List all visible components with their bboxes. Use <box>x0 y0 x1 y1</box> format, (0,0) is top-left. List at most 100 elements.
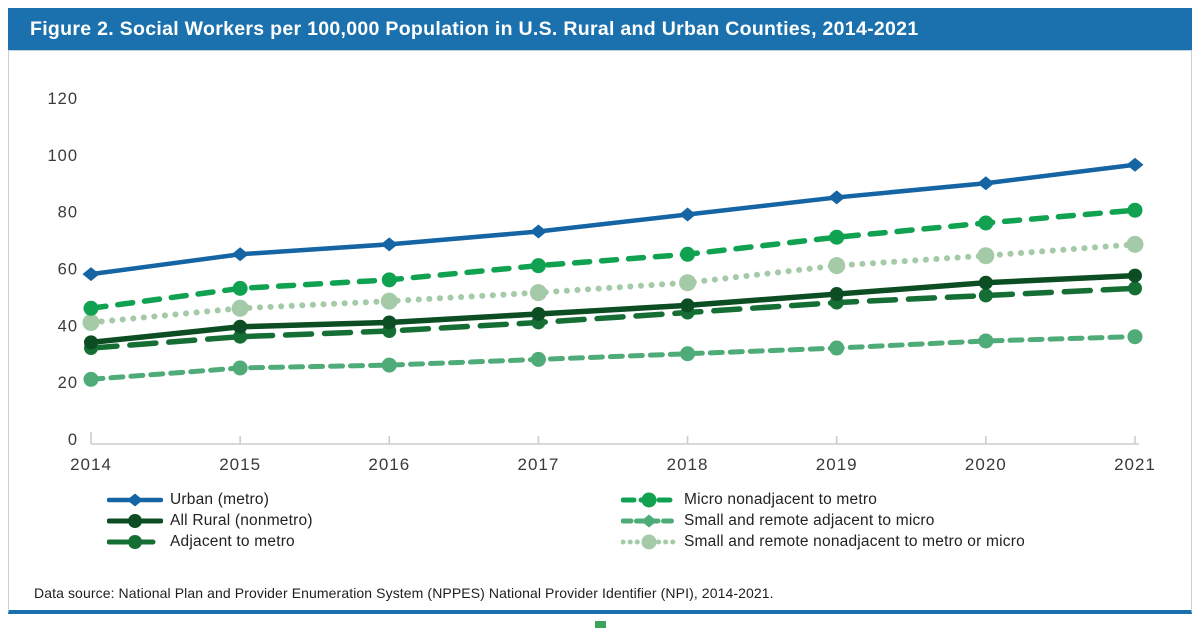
data-point-marker <box>232 280 248 296</box>
data-point-marker <box>1127 268 1142 283</box>
data-point-marker <box>381 357 397 373</box>
data-point-marker <box>381 272 397 288</box>
chart-panel: 0 20 40 60 80 100 120 2014 2015 2016 2017 2018 2019 2… <box>8 50 1192 614</box>
legend-swatch-marker <box>641 492 657 507</box>
data-point-marker <box>679 207 697 222</box>
y-axis-tick-label: 100 <box>47 147 78 165</box>
data-point-marker <box>977 247 995 265</box>
legend-item-small-and-remote-adjacent-to-micro: Small and remote adjacent to micro <box>621 510 1025 531</box>
series-line <box>88 334 1138 382</box>
data-point-marker <box>829 340 845 356</box>
x-axis-year-label: 2016 <box>368 455 410 474</box>
legend-item-urban-metro-: Urban (metro) <box>107 489 313 510</box>
data-point-marker <box>529 224 547 239</box>
data-point-marker <box>978 275 993 290</box>
data-point-marker <box>380 237 398 252</box>
data-point-marker <box>530 351 546 367</box>
data-point-marker <box>680 246 696 262</box>
data-point-marker <box>679 274 697 292</box>
y-axis-tick-label: 20 <box>58 374 78 392</box>
data-point-marker <box>233 329 248 344</box>
legend-label: Urban (metro) <box>170 490 270 508</box>
data-point-marker <box>828 257 846 275</box>
figure-title: Figure 2. Social Workers per 100,000 Pop… <box>30 18 919 40</box>
x-axis-year-label: 2014 <box>70 455 112 474</box>
data-point-marker <box>1127 329 1143 345</box>
y-axis-tick-label: 60 <box>58 260 78 278</box>
legend-label: All Rural (nonmetro) <box>170 511 313 529</box>
data-point-marker <box>1126 157 1144 172</box>
legend-item-all-rural-nonmetro-: All Rural (nonmetro) <box>107 510 313 531</box>
cropped-logo-mark <box>595 621 606 628</box>
series-small-and-remote-adjacent-to-micro <box>83 329 1143 387</box>
data-point-marker <box>83 371 99 387</box>
data-point-marker <box>680 346 696 362</box>
x-axis-year-label: 2020 <box>965 455 1007 474</box>
x-axis-year-label: 2019 <box>816 455 858 474</box>
y-axis-tick-label: 120 <box>47 90 78 108</box>
series-micro-nonadjacent-to-metro <box>83 202 1143 316</box>
data-point-marker <box>978 215 994 231</box>
legend-swatch <box>621 534 677 549</box>
data-point-marker <box>232 360 248 376</box>
data-point-marker <box>231 247 249 262</box>
legend-swatch <box>621 492 677 507</box>
data-source-note: Data source: National Plan and Provider … <box>34 585 774 601</box>
data-point-marker <box>380 292 398 310</box>
y-axis-tick-label: 0 <box>68 431 78 449</box>
data-point-marker <box>978 333 994 349</box>
legend-label: Adjacent to metro <box>170 532 295 550</box>
data-point-marker <box>977 176 995 191</box>
legend-label: Small and remote adjacent to micro <box>684 511 935 529</box>
data-point-marker <box>680 298 695 313</box>
data-point-marker <box>828 190 846 205</box>
data-point-marker <box>83 300 99 316</box>
legend-label: Micro nonadjacent to metro <box>684 490 878 508</box>
legend-swatch <box>107 534 163 549</box>
series-line <box>88 207 1138 312</box>
x-axis-year-label: 2015 <box>219 455 261 474</box>
legend-swatch-marker <box>641 514 657 527</box>
legend-item-adjacent-to-metro: Adjacent to metro <box>107 531 313 552</box>
data-point-marker <box>82 267 100 282</box>
legend-swatch <box>107 513 163 528</box>
series-small-and-remote-nonadjacent-to-metro-or-micro <box>82 235 1144 331</box>
data-point-marker <box>529 284 547 302</box>
series-all-rural-nonmetro- <box>84 268 1142 350</box>
data-point-marker <box>978 288 993 303</box>
data-point-marker <box>1126 235 1144 253</box>
data-point-marker <box>233 319 248 334</box>
legend-label: Small and remote nonadjacent to metro or… <box>684 532 1025 550</box>
data-point-marker <box>1127 281 1142 296</box>
y-axis-tick-label: 40 <box>58 317 78 335</box>
data-point-marker <box>231 299 249 317</box>
series-line <box>88 285 1138 351</box>
data-point-marker <box>531 306 546 321</box>
line-chart: 0 20 40 60 80 100 120 2014 2015 2016 2017 2018 2019 2… <box>47 90 1156 474</box>
data-point-marker <box>1127 202 1143 218</box>
chart-legend-left-column: Urban (metro) All Rural (nonmetro) Adjacen… <box>107 489 313 552</box>
x-axis-year-label: 2021 <box>1114 455 1156 474</box>
data-point-marker <box>382 315 397 330</box>
chart-legend-right-column: Micro nonadjacent to metro Small and remo… <box>621 489 1025 552</box>
series-line <box>88 272 1138 346</box>
legend-swatch <box>107 493 163 506</box>
x-axis-year-label: 2017 <box>518 455 560 474</box>
legend-item-small-and-remote-nonadjacent-to-metro-or-micro: Small and remote nonadjacent to metro or… <box>621 531 1025 552</box>
legend-swatch-marker <box>641 534 657 549</box>
legend-swatch-marker <box>128 513 142 528</box>
legend-swatch-marker <box>127 493 143 506</box>
legend-swatch <box>621 514 677 527</box>
series-urban-metro- <box>82 157 1144 282</box>
x-axis-year-label: 2018 <box>667 455 709 474</box>
data-point-marker <box>530 258 546 274</box>
data-point-marker <box>82 313 100 331</box>
series-line <box>88 162 1138 277</box>
legend-item-micro-nonadjacent-to-metro: Micro nonadjacent to metro <box>621 489 1025 510</box>
y-axis-tick-label: 80 <box>58 204 78 222</box>
legend-swatch-marker <box>128 534 142 549</box>
figure-title-bar: Figure 2. Social Workers per 100,000 Pop… <box>8 8 1192 50</box>
data-point-marker <box>829 287 844 302</box>
data-point-marker <box>829 229 845 245</box>
